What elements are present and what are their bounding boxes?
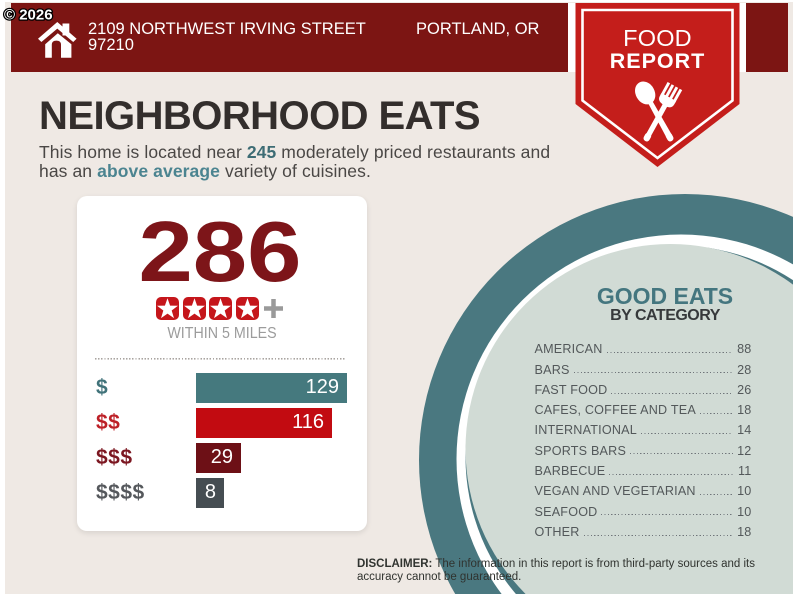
svg-text:© 2026: © 2026 (4, 7, 53, 24)
